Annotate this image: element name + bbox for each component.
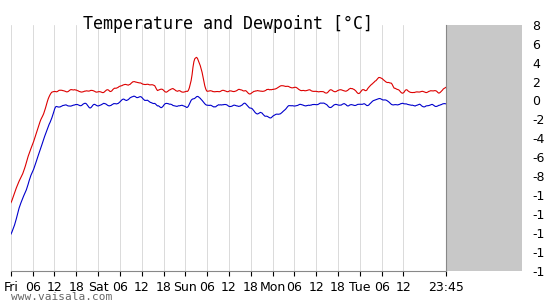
Text: www.vaisala.com: www.vaisala.com — [11, 292, 112, 302]
Text: Temperature and Dewpoint [°C]: Temperature and Dewpoint [°C] — [83, 15, 374, 33]
